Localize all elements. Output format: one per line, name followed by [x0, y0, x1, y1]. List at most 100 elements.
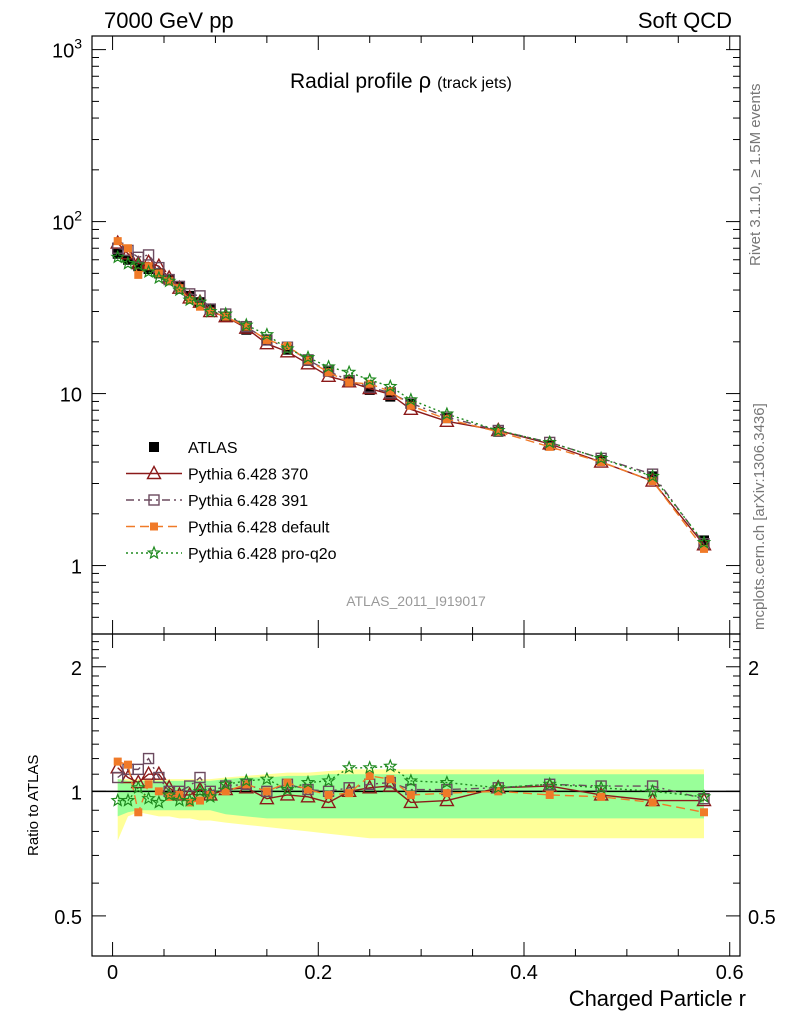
ratio-series-point: [131, 780, 146, 794]
main-series-point: [206, 307, 215, 316]
ratio-series-point: [112, 771, 124, 784]
main-series-point: [442, 415, 451, 424]
ratio-series-line: [117, 757, 705, 800]
legend-marker: [146, 465, 162, 480]
ratio-series-point: [141, 791, 156, 805]
analysis-watermark: ATLAS_2011_I919017: [346, 593, 486, 609]
y-tick-label: 1: [71, 557, 82, 579]
legend-marker: [146, 545, 162, 560]
legend-marker: [148, 494, 160, 506]
ratio-series-point: [182, 792, 197, 807]
main-series-point: [321, 359, 336, 374]
main-series-point: [364, 384, 375, 395]
ratio-series-point: [165, 792, 174, 801]
main-series-point: [192, 294, 208, 309]
ratio-series-point: [345, 789, 354, 798]
ratio-series-point: [646, 780, 659, 792]
main-series-point: [439, 406, 455, 421]
main-series-point: [218, 306, 233, 321]
axis-ticks: [92, 36, 740, 957]
ratio-series-point: [403, 793, 419, 809]
main-plot-series: [110, 234, 712, 553]
ratio-series-point: [386, 775, 395, 784]
x-tick-label: 0: [107, 962, 118, 984]
main-series-point: [365, 379, 374, 388]
x-axis-label: Charged Particle r: [569, 986, 746, 1011]
ratio-series-point: [491, 780, 506, 794]
main-series-point: [385, 391, 396, 402]
ratio-series-point: [341, 760, 357, 774]
ratio-series-point: [597, 792, 606, 801]
main-series-point: [302, 354, 314, 366]
ratio-y-tick-label: 0.5: [54, 907, 82, 929]
main-series-point: [542, 434, 557, 449]
ratio-series-point: [362, 779, 378, 794]
main-series-point: [597, 458, 606, 467]
ratio-series-3: [110, 758, 712, 809]
ratio-series-point: [132, 763, 144, 776]
main-series-point: [110, 249, 125, 264]
ratio-series-point: [593, 780, 609, 794]
ratio-series-point: [196, 796, 204, 805]
main-series-point: [196, 302, 204, 311]
ratio-series-point: [206, 790, 215, 799]
main-series-point: [184, 290, 195, 301]
ratio-series-point: [542, 776, 557, 791]
legend-entry: ATLAS: [149, 440, 238, 457]
main-series-point: [403, 392, 419, 407]
main-series-point: [406, 401, 415, 410]
ratio-series-point: [320, 793, 337, 809]
y-tick-label-power: 102: [52, 208, 82, 235]
main-series-point: [262, 335, 271, 344]
main-series-point: [113, 237, 122, 246]
ratio-series-point: [698, 792, 710, 805]
ratio-series-point: [280, 781, 295, 796]
ratio-series-point: [142, 752, 155, 765]
main-series-point: [172, 282, 187, 297]
main-series-point: [491, 422, 506, 437]
ratio-series-point: [648, 798, 657, 807]
main-plot-frame: [91, 35, 741, 635]
main-series-point: [494, 427, 503, 436]
ratio-plot-series: [110, 752, 712, 817]
main-series-point: [647, 471, 658, 482]
legend-entry: Pythia 6.428 default: [126, 520, 330, 537]
main-series-4: [110, 249, 712, 549]
main-series-point: [133, 261, 144, 272]
ratio-y-tick-label-right: 0.5: [748, 907, 776, 929]
rivet-version-label: Rivet 3.1.10, ≥ 1.5M events: [747, 84, 764, 267]
main-series-point: [648, 477, 657, 486]
main-series-point: [120, 255, 136, 270]
ratio-series-point: [161, 787, 177, 802]
legend-label: Pythia 6.428 370: [188, 467, 308, 484]
header-right-label: Soft QCD: [637, 8, 732, 33]
ratio-series-point: [151, 794, 167, 809]
main-series-point: [240, 320, 252, 333]
main-series-point: [203, 303, 218, 318]
main-series-point: [280, 341, 295, 356]
legend-marker: [150, 522, 158, 531]
ratio-y-tick-label: 2: [71, 658, 82, 680]
main-series-point: [259, 327, 275, 341]
ratio-series-point: [221, 787, 230, 796]
ratio-series-point: [304, 785, 312, 794]
main-series-point: [165, 277, 174, 286]
legend-entry: Pythia 6.428 370: [126, 465, 308, 484]
ratio-series-point: [696, 789, 712, 804]
legend-entry: Pythia 6.428 pro-q2o: [126, 545, 337, 563]
main-series-point: [341, 364, 357, 379]
main-series-line: [117, 247, 705, 545]
ratio-series-point: [365, 771, 374, 780]
ratio-series-point: [403, 773, 419, 788]
main-series-point: [699, 535, 709, 546]
ratio-series-point: [240, 778, 252, 790]
ratio-series-point: [261, 785, 273, 798]
legend-label: Pythia 6.428 default: [188, 520, 330, 537]
axis-tick-labels: 1 10 102 103 1 2 0.5 2 0.5 0 0.2 0.4 0.6: [52, 36, 776, 984]
main-series-point: [324, 368, 333, 377]
ratio-series-point: [144, 780, 153, 789]
main-series-point: [182, 292, 197, 307]
y-tick-label-power: 103: [52, 36, 82, 63]
main-series-line: [117, 240, 705, 550]
legend-marker: [149, 442, 159, 452]
